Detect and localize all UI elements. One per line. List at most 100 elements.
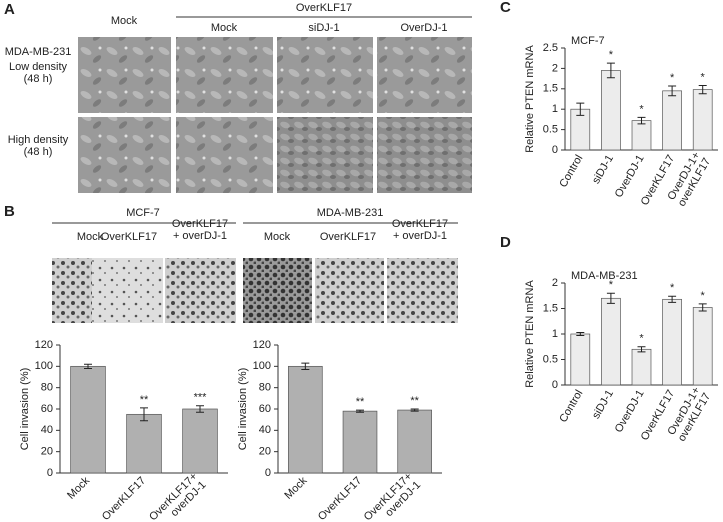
error-bar — [356, 409, 364, 413]
bar — [570, 333, 591, 386]
column-label: OverDJ-1 — [400, 22, 447, 34]
micrograph — [78, 117, 171, 193]
row-label: High density (48 h) — [8, 134, 69, 158]
bar — [631, 120, 652, 151]
y-tick-label: 1.5 — [543, 302, 558, 314]
y-tick-label: 120 — [253, 339, 271, 351]
y-tick-label: 0 — [552, 379, 558, 391]
x-tick-label: OverKLF17+overDJ-1 — [362, 470, 423, 522]
bar — [182, 408, 218, 474]
micrograph — [277, 117, 373, 193]
group-label: OverKLF17 — [296, 2, 352, 14]
significance: ** — [356, 396, 365, 408]
error-bar — [84, 363, 92, 369]
micrograph — [277, 37, 373, 113]
error-bar — [410, 408, 419, 412]
bar — [631, 348, 652, 386]
column-label: Mock — [211, 22, 238, 34]
significance: ** — [140, 394, 149, 406]
y-tick-label: 100 — [253, 360, 271, 372]
bar — [70, 365, 106, 474]
column-label: Mock — [77, 231, 104, 243]
y-tick-label: 1 — [552, 103, 558, 115]
column-label: OverKLF17 + overDJ-1 — [392, 218, 448, 242]
y-axis-label: Cell invasion (%) — [19, 368, 31, 451]
significance: * — [670, 72, 675, 84]
y-tick-label: 40 — [259, 424, 271, 436]
micrograph — [176, 37, 273, 113]
y-tick-label: 80 — [41, 382, 53, 394]
column-label: OverKLF17 + overDJ-1 — [172, 218, 228, 242]
bar — [126, 413, 162, 474]
y-axis-label: Relative PTEN mRNA — [524, 280, 536, 388]
invasion-image — [92, 258, 163, 323]
x-tick-label: Control — [557, 153, 585, 190]
error-bar — [668, 295, 677, 303]
bar — [692, 307, 713, 386]
x-tick-label: Mock — [282, 474, 309, 501]
x-tick-label: Control — [557, 388, 585, 425]
error-bar — [576, 102, 585, 116]
y-tick-label: 2 — [552, 62, 558, 74]
group-label: MDA-MB-231 — [317, 207, 384, 219]
significance: * — [639, 103, 644, 115]
error-bar — [301, 362, 310, 371]
error-bar — [698, 85, 707, 95]
panel-label: B — [4, 203, 15, 220]
group-label: Mock — [111, 15, 138, 27]
y-axis-label: Relative PTEN mRNA — [524, 45, 536, 153]
error-bar — [668, 85, 677, 97]
significance: ** — [410, 395, 419, 407]
error-bar — [637, 116, 646, 125]
significance: * — [609, 49, 614, 61]
error-bar — [606, 62, 615, 79]
x-tick-label: OverDJ-1 — [613, 153, 647, 200]
invasion-image — [387, 258, 458, 323]
cell-line-label: MDA-MB-231 — [5, 46, 72, 58]
y-tick-label: 20 — [259, 446, 271, 458]
y-tick-label: 1.5 — [543, 83, 558, 95]
significance: * — [670, 282, 675, 294]
bar — [601, 297, 621, 386]
x-tick-label: Mock — [65, 474, 92, 501]
panel-label: D — [500, 234, 511, 251]
y-tick-label: 20 — [41, 446, 53, 458]
y-tick-label: 0.5 — [543, 124, 558, 136]
micrograph — [176, 117, 273, 193]
bar — [601, 70, 621, 151]
invasion-image — [315, 258, 384, 323]
column-label: Mock — [264, 231, 291, 243]
x-tick-label: OverKLF17 — [100, 475, 148, 522]
x-tick-label: OverDJ-1 — [613, 388, 647, 435]
error-bar — [576, 331, 585, 337]
error-bar — [698, 303, 707, 312]
bar — [692, 89, 713, 151]
y-tick-label: 80 — [259, 382, 271, 394]
significance: * — [701, 71, 706, 83]
error-bar — [196, 405, 204, 413]
chart-title: MDA-MB-231 — [571, 270, 638, 282]
significance: * — [701, 290, 706, 302]
bar — [662, 90, 682, 151]
micrograph — [78, 37, 171, 113]
micrograph — [377, 117, 472, 193]
y-tick-label: 120 — [35, 339, 53, 351]
invasion-image — [243, 258, 312, 323]
y-axis-label: Cell invasion (%) — [237, 368, 249, 451]
x-tick-label: siDJ-1 — [590, 153, 616, 186]
group-label: MCF-7 — [126, 207, 160, 219]
bar — [342, 410, 378, 474]
y-tick-label: 60 — [41, 403, 53, 415]
panel-label: C — [500, 0, 511, 16]
column-label: OverKLF17 — [101, 231, 157, 243]
chart-title: MCF-7 — [571, 35, 605, 47]
y-tick-label: 2.5 — [543, 42, 558, 54]
micrograph — [377, 37, 472, 113]
invasion-image — [165, 258, 236, 323]
significance: * — [639, 333, 644, 345]
column-label: OverKLF17 — [320, 231, 376, 243]
error-bar — [606, 292, 615, 304]
error-bar — [637, 346, 646, 353]
x-tick-label: siDJ-1 — [590, 388, 616, 421]
